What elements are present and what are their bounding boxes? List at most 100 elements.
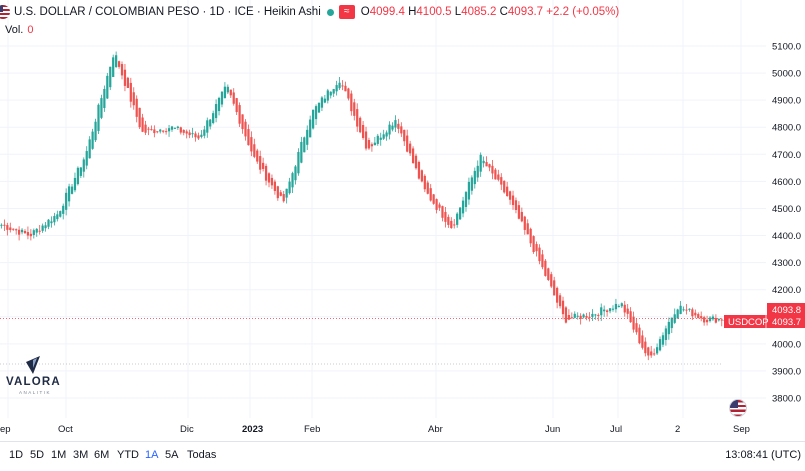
candle-body xyxy=(179,127,182,133)
timeframe-all[interactable]: Todas xyxy=(187,449,217,461)
time-tick-label: 2 xyxy=(675,424,680,435)
price-scale[interactable]: 5100.0 5000.0 4900.0 4800.0 4700.0 4600.0 4500… xyxy=(772,42,801,405)
candle-body xyxy=(479,154,482,172)
symbol-label: USDCOP xyxy=(728,317,769,328)
candle-body xyxy=(350,93,353,112)
candle-body xyxy=(679,305,682,315)
candle-body xyxy=(470,177,473,191)
candle-body xyxy=(617,306,620,308)
candle-body xyxy=(314,106,318,120)
low-value: 4085.2 xyxy=(461,6,497,18)
time-scale[interactable]: ep Oct Dic 2023 Feb Abr Jun Jul 2 Sep xyxy=(0,424,750,435)
candle-body xyxy=(109,66,112,88)
candle-body xyxy=(279,192,282,196)
time-tick-label: 2023 xyxy=(242,424,263,435)
candle-body xyxy=(159,129,162,132)
candle-body xyxy=(29,233,32,237)
timeframe-1m[interactable]: 1M xyxy=(51,449,67,461)
timeframe-6m[interactable]: 6M xyxy=(94,449,110,461)
candle-body xyxy=(658,339,662,351)
candle-body xyxy=(35,228,38,233)
candle-body xyxy=(73,177,77,191)
candle-body xyxy=(356,109,359,127)
currency-flag-icon[interactable] xyxy=(729,399,747,417)
candle-body xyxy=(6,225,9,230)
candle-body xyxy=(664,328,668,340)
candle-body xyxy=(506,186,509,197)
candle-body xyxy=(608,308,612,312)
candle-body xyxy=(600,307,603,316)
candle-body xyxy=(373,142,376,146)
volume-value: 0 xyxy=(27,24,34,36)
candle-body xyxy=(464,192,468,208)
candle-body xyxy=(256,150,259,162)
candle-body xyxy=(141,117,144,132)
candle-body xyxy=(212,113,215,124)
candle-body xyxy=(332,89,335,94)
timeframe-5a[interactable]: 5A xyxy=(165,449,179,461)
candle-body xyxy=(106,75,109,99)
candle-body xyxy=(335,85,338,92)
candle-body xyxy=(70,186,74,194)
symbol-price-tag: USDCOP 4093.7 xyxy=(724,315,805,328)
utc-clock[interactable]: 13:08:41 (UTC) xyxy=(725,449,801,461)
candle-body xyxy=(182,129,185,133)
candle-body xyxy=(682,309,685,311)
candle-body xyxy=(203,129,206,136)
timeframe-5d[interactable]: 5D xyxy=(30,449,45,461)
candle-body xyxy=(694,312,697,316)
candle-body xyxy=(214,104,218,119)
candle-body xyxy=(391,125,394,130)
candle-body xyxy=(591,313,594,317)
candle-body xyxy=(126,77,130,88)
volume-label: Vol. xyxy=(5,24,24,36)
candle-body xyxy=(223,86,227,99)
candle-body xyxy=(444,211,447,222)
last-price-tag: 4093.8 xyxy=(767,303,805,316)
last-price-label: 4093.8 xyxy=(772,305,801,316)
candle-body xyxy=(450,220,453,228)
candle-body xyxy=(500,177,503,185)
candle-body xyxy=(626,308,629,314)
candle-body xyxy=(262,162,265,169)
candle-body xyxy=(661,335,665,345)
candle-body xyxy=(456,213,459,225)
candle-body xyxy=(503,180,506,193)
timeframe-1d[interactable]: 1D xyxy=(9,449,24,461)
candle-body xyxy=(112,57,115,77)
candle-body xyxy=(273,181,277,191)
candle-body xyxy=(85,151,88,166)
candle-body xyxy=(603,309,606,312)
candle-body xyxy=(611,308,615,310)
candle-body xyxy=(359,117,362,133)
candle-body xyxy=(400,126,403,134)
approx-icon[interactable]: ≈ xyxy=(338,5,355,19)
candle-body xyxy=(594,314,597,316)
candle-body xyxy=(473,170,476,185)
candle-body xyxy=(59,211,62,217)
candle-body xyxy=(153,129,156,134)
candle-body xyxy=(426,182,429,194)
candle-body xyxy=(561,300,565,315)
candle-body xyxy=(138,107,141,128)
symbol-price-label: 4093.7 xyxy=(772,317,801,328)
candle-body xyxy=(411,148,415,164)
candle-body xyxy=(620,303,623,307)
timeframe-1a[interactable]: 1A xyxy=(145,449,159,461)
price-tick-label: 4800.0 xyxy=(772,123,801,134)
timeframe-ytd[interactable]: YTD xyxy=(117,449,139,461)
timeframe-3m[interactable]: 3M xyxy=(73,449,89,461)
candle-body xyxy=(0,224,3,226)
candle-body xyxy=(167,128,171,132)
candle-body xyxy=(23,230,27,234)
candle-body xyxy=(300,141,303,163)
candle-body xyxy=(9,227,12,231)
candle-body xyxy=(705,319,709,323)
candle-body xyxy=(520,211,523,222)
candle-body xyxy=(65,192,68,210)
symbol-title[interactable]: U.S. DOLLAR / COLOMBIAN PESO · 1D · ICE … xyxy=(14,6,321,18)
market-status-icon[interactable] xyxy=(326,8,334,16)
candle-body xyxy=(438,204,441,208)
